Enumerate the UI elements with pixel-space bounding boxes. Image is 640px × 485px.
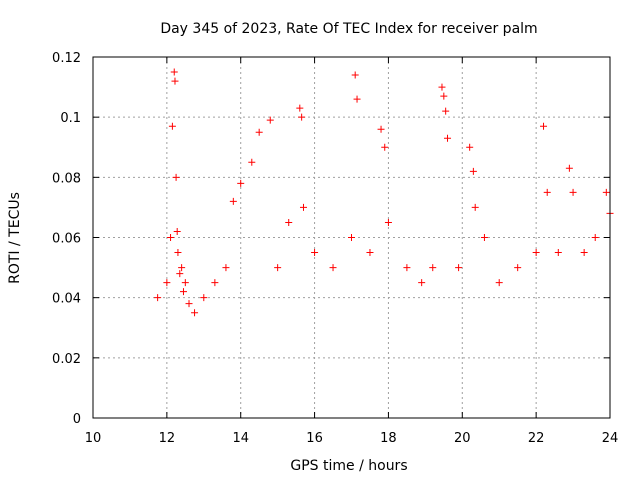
x-tick-label: 10 bbox=[85, 431, 102, 446]
data-point bbox=[532, 249, 540, 257]
data-point bbox=[353, 95, 361, 103]
data-point bbox=[200, 294, 208, 302]
data-point bbox=[554, 249, 562, 257]
data-point bbox=[285, 218, 293, 226]
data-point bbox=[543, 188, 551, 196]
data-point bbox=[222, 264, 230, 272]
data-point bbox=[591, 234, 599, 241]
data-point bbox=[580, 249, 588, 257]
data-point bbox=[299, 203, 307, 211]
data-point bbox=[298, 113, 306, 121]
y-tick-label: 0.08 bbox=[52, 171, 81, 186]
data-point bbox=[442, 107, 450, 115]
data-point bbox=[602, 188, 610, 196]
data-point bbox=[384, 218, 392, 226]
x-tick-label: 24 bbox=[602, 431, 619, 446]
x-tick-label: 12 bbox=[159, 431, 176, 446]
data-point bbox=[440, 92, 448, 100]
data-point bbox=[237, 179, 245, 187]
data-point bbox=[173, 227, 181, 235]
data-point bbox=[163, 279, 171, 287]
data-point bbox=[229, 197, 237, 205]
data-point bbox=[211, 279, 219, 287]
data-point bbox=[178, 264, 186, 272]
data-point bbox=[351, 71, 359, 79]
data-point bbox=[266, 116, 274, 124]
data-point bbox=[469, 167, 477, 175]
data-point bbox=[171, 77, 179, 85]
y-tick-label: 0.12 bbox=[52, 51, 81, 66]
x-axis-title: GPS time / hours bbox=[290, 458, 407, 474]
data-point bbox=[377, 125, 385, 133]
data-point bbox=[329, 264, 337, 272]
data-point bbox=[185, 300, 193, 308]
data-point bbox=[381, 143, 389, 151]
y-tick-label: 0.04 bbox=[52, 292, 81, 307]
data-point bbox=[366, 249, 374, 257]
data-point bbox=[403, 264, 411, 272]
data-point bbox=[438, 83, 446, 91]
data-point bbox=[248, 158, 256, 166]
data-point bbox=[167, 234, 175, 241]
data-point bbox=[191, 309, 199, 317]
data-point bbox=[154, 294, 162, 302]
data-point bbox=[495, 279, 503, 287]
data-point bbox=[540, 122, 548, 130]
x-tick-label: 22 bbox=[528, 431, 545, 446]
data-point bbox=[569, 188, 577, 196]
data-point bbox=[274, 264, 282, 272]
data-point bbox=[172, 173, 180, 181]
data-point bbox=[418, 279, 426, 287]
data-point bbox=[179, 288, 187, 296]
x-tick-label: 16 bbox=[306, 431, 323, 446]
data-point bbox=[444, 134, 452, 142]
data-point bbox=[170, 68, 178, 76]
data-point bbox=[466, 143, 474, 151]
data-point bbox=[311, 249, 319, 257]
data-point bbox=[480, 234, 488, 241]
axis-ticks: 10 12 14 16 18 20 22 24 0 0.02 0.04 0.06 0.08 0.1 0.12 bbox=[52, 51, 618, 446]
y-tick-label: 0.06 bbox=[52, 232, 81, 247]
data-point bbox=[174, 249, 182, 257]
data-point bbox=[565, 164, 573, 172]
data-point bbox=[181, 279, 189, 287]
data-point bbox=[168, 122, 176, 130]
data-points bbox=[154, 68, 614, 317]
y-tick-label: 0.1 bbox=[60, 111, 81, 126]
data-point bbox=[471, 203, 479, 211]
data-point bbox=[455, 264, 463, 272]
y-tick-label: 0.02 bbox=[52, 352, 81, 367]
data-point bbox=[296, 104, 304, 112]
data-point bbox=[176, 270, 184, 278]
data-point bbox=[348, 234, 355, 241]
data-point bbox=[255, 128, 263, 136]
x-tick-label: 18 bbox=[380, 431, 397, 446]
data-point bbox=[429, 264, 437, 272]
grid bbox=[93, 57, 610, 418]
chart-title: Day 345 of 2023, Rate Of TEC Index for r… bbox=[160, 21, 537, 37]
data-point bbox=[514, 264, 522, 272]
x-tick-label: 20 bbox=[454, 431, 471, 446]
x-tick-label: 14 bbox=[232, 431, 249, 446]
y-axis-title: ROTI / TECUs bbox=[7, 192, 23, 284]
y-tick-label: 0 bbox=[73, 412, 81, 427]
